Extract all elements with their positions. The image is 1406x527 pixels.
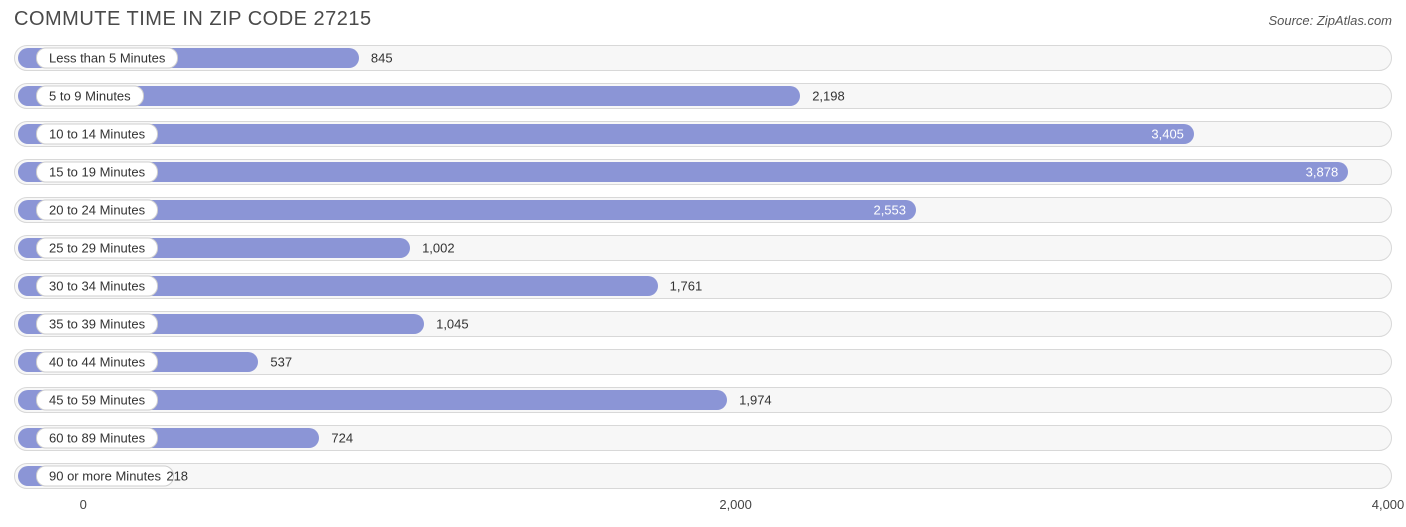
x-tick: 0 [80, 497, 87, 512]
bar-row: 45 to 59 Minutes 1,974 [14, 383, 1392, 417]
bar-row: 30 to 34 Minutes 1,761 [14, 269, 1392, 303]
value-label: 1,974 [739, 393, 772, 408]
value-label: 3,405 [1151, 127, 1184, 142]
bar-row: 15 to 19 Minutes 3,878 [14, 155, 1392, 189]
value-label: 1,761 [670, 279, 703, 294]
bar-row: 90 or more Minutes218 [14, 459, 1392, 493]
value-label: 1,045 [436, 317, 469, 332]
category-label: 35 to 39 Minutes [36, 314, 158, 335]
category-label: 15 to 19 Minutes [36, 162, 158, 183]
value-label: 724 [331, 431, 353, 446]
chart-title: COMMUTE TIME IN ZIP CODE 27215 [14, 8, 372, 31]
category-label: 5 to 9 Minutes [36, 86, 144, 107]
bar-row: 10 to 14 Minutes 3,405 [14, 117, 1392, 151]
value-label: 2,553 [873, 203, 906, 218]
bar-row: Less than 5 Minutes 845 [14, 41, 1392, 75]
x-axis: 02,0004,000 [14, 497, 1392, 527]
x-tick: 4,000 [1372, 497, 1405, 512]
value-label: 3,878 [1306, 165, 1339, 180]
value-label: 218 [166, 469, 188, 484]
category-label: 10 to 14 Minutes [36, 124, 158, 145]
bar-fill [18, 124, 1194, 144]
bar-track [14, 463, 1392, 489]
bar-row: 40 to 44 Minutes 537 [14, 345, 1392, 379]
x-tick: 2,000 [719, 497, 752, 512]
bar-row: 25 to 29 Minutes 1,002 [14, 231, 1392, 265]
category-label: 90 or more Minutes [36, 466, 174, 487]
category-label: 30 to 34 Minutes [36, 276, 158, 297]
bar-row: 5 to 9 Minutes 2,198 [14, 79, 1392, 113]
category-label: 60 to 89 Minutes [36, 428, 158, 449]
bar-row: 35 to 39 Minutes 1,045 [14, 307, 1392, 341]
value-label: 2,198 [812, 89, 845, 104]
chart-header: COMMUTE TIME IN ZIP CODE 27215 Source: Z… [0, 0, 1406, 35]
chart-source: Source: ZipAtlas.com [1268, 13, 1392, 28]
category-label: 45 to 59 Minutes [36, 390, 158, 411]
category-label: 20 to 24 Minutes [36, 200, 158, 221]
category-label: 40 to 44 Minutes [36, 352, 158, 373]
bar-row: 20 to 24 Minutes 2,553 [14, 193, 1392, 227]
value-label: 537 [270, 355, 292, 370]
chart-plot: Less than 5 Minutes 845 5 to 9 Minutes 2,19… [0, 35, 1406, 493]
value-label: 845 [371, 51, 393, 66]
category-label: 25 to 29 Minutes [36, 238, 158, 259]
bar-row: 60 to 89 Minutes 724 [14, 421, 1392, 455]
value-label: 1,002 [422, 241, 455, 256]
category-label: Less than 5 Minutes [36, 48, 178, 69]
bar-fill [18, 162, 1348, 182]
